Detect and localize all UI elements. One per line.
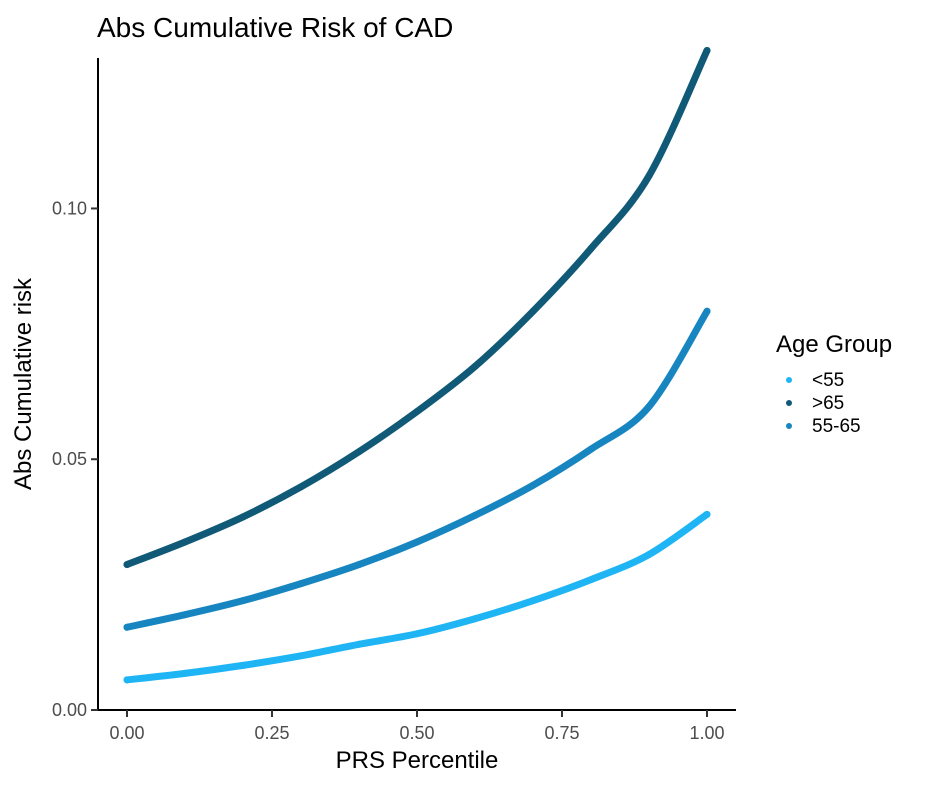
y-tick-label: 0.10	[52, 198, 87, 218]
data-point	[355, 640, 363, 648]
x-axis-label: PRS Percentile	[336, 747, 499, 774]
data-point	[181, 611, 189, 619]
data-point	[239, 661, 247, 669]
data-point	[297, 580, 305, 588]
data-point	[123, 623, 131, 631]
data-point	[123, 676, 131, 684]
x-axis-ticks: 0.00 0.25 0.50 0.75 1.00	[109, 710, 725, 743]
series-line-1	[123, 46, 711, 569]
data-point	[529, 481, 537, 489]
data-point	[239, 597, 247, 605]
data-point	[471, 511, 479, 519]
data-point	[355, 561, 363, 569]
data-point	[413, 630, 421, 638]
data-point	[297, 483, 305, 491]
data-point	[587, 445, 595, 453]
legend-key	[786, 423, 792, 429]
x-tick-label: 0.25	[254, 723, 289, 743]
x-tick-label: 0.50	[399, 723, 434, 743]
data-point	[297, 652, 305, 660]
y-axis-label: Abs Cumulative risk	[10, 277, 37, 490]
series-line-2	[123, 307, 711, 631]
data-point	[645, 551, 653, 559]
data-point	[239, 513, 247, 521]
data-point	[645, 403, 653, 411]
legend-label: <55	[812, 370, 844, 391]
legend-key	[786, 377, 792, 383]
x-tick-label: 1.00	[689, 723, 724, 743]
x-tick-label: 0.75	[544, 723, 579, 743]
data-point	[703, 510, 711, 518]
data-point	[703, 307, 711, 315]
data-point	[529, 307, 537, 315]
data-point	[703, 46, 711, 54]
y-tick-label: 0.05	[52, 449, 87, 469]
data-point	[181, 669, 189, 677]
data-point	[529, 597, 537, 605]
legend-key	[786, 400, 792, 406]
data-point	[413, 408, 421, 416]
data-point	[471, 362, 479, 370]
chart-title: Abs Cumulative Risk of CAD	[97, 12, 453, 43]
legend-label: >65	[812, 393, 844, 414]
data-point	[355, 448, 363, 456]
data-point	[181, 538, 189, 546]
data-point	[471, 615, 479, 623]
y-tick-label: 0.00	[52, 700, 87, 720]
y-axis-ticks: 0.00 0.05 0.10	[52, 198, 98, 720]
data-point	[587, 576, 595, 584]
data-point	[123, 561, 131, 569]
data-point	[587, 245, 595, 253]
data-series-layer	[123, 46, 711, 684]
legend-label: 55-65	[812, 416, 861, 437]
data-point	[413, 538, 421, 546]
data-point	[645, 172, 653, 180]
x-tick-label: 0.00	[109, 723, 144, 743]
legend-title: Age Group	[776, 331, 892, 358]
